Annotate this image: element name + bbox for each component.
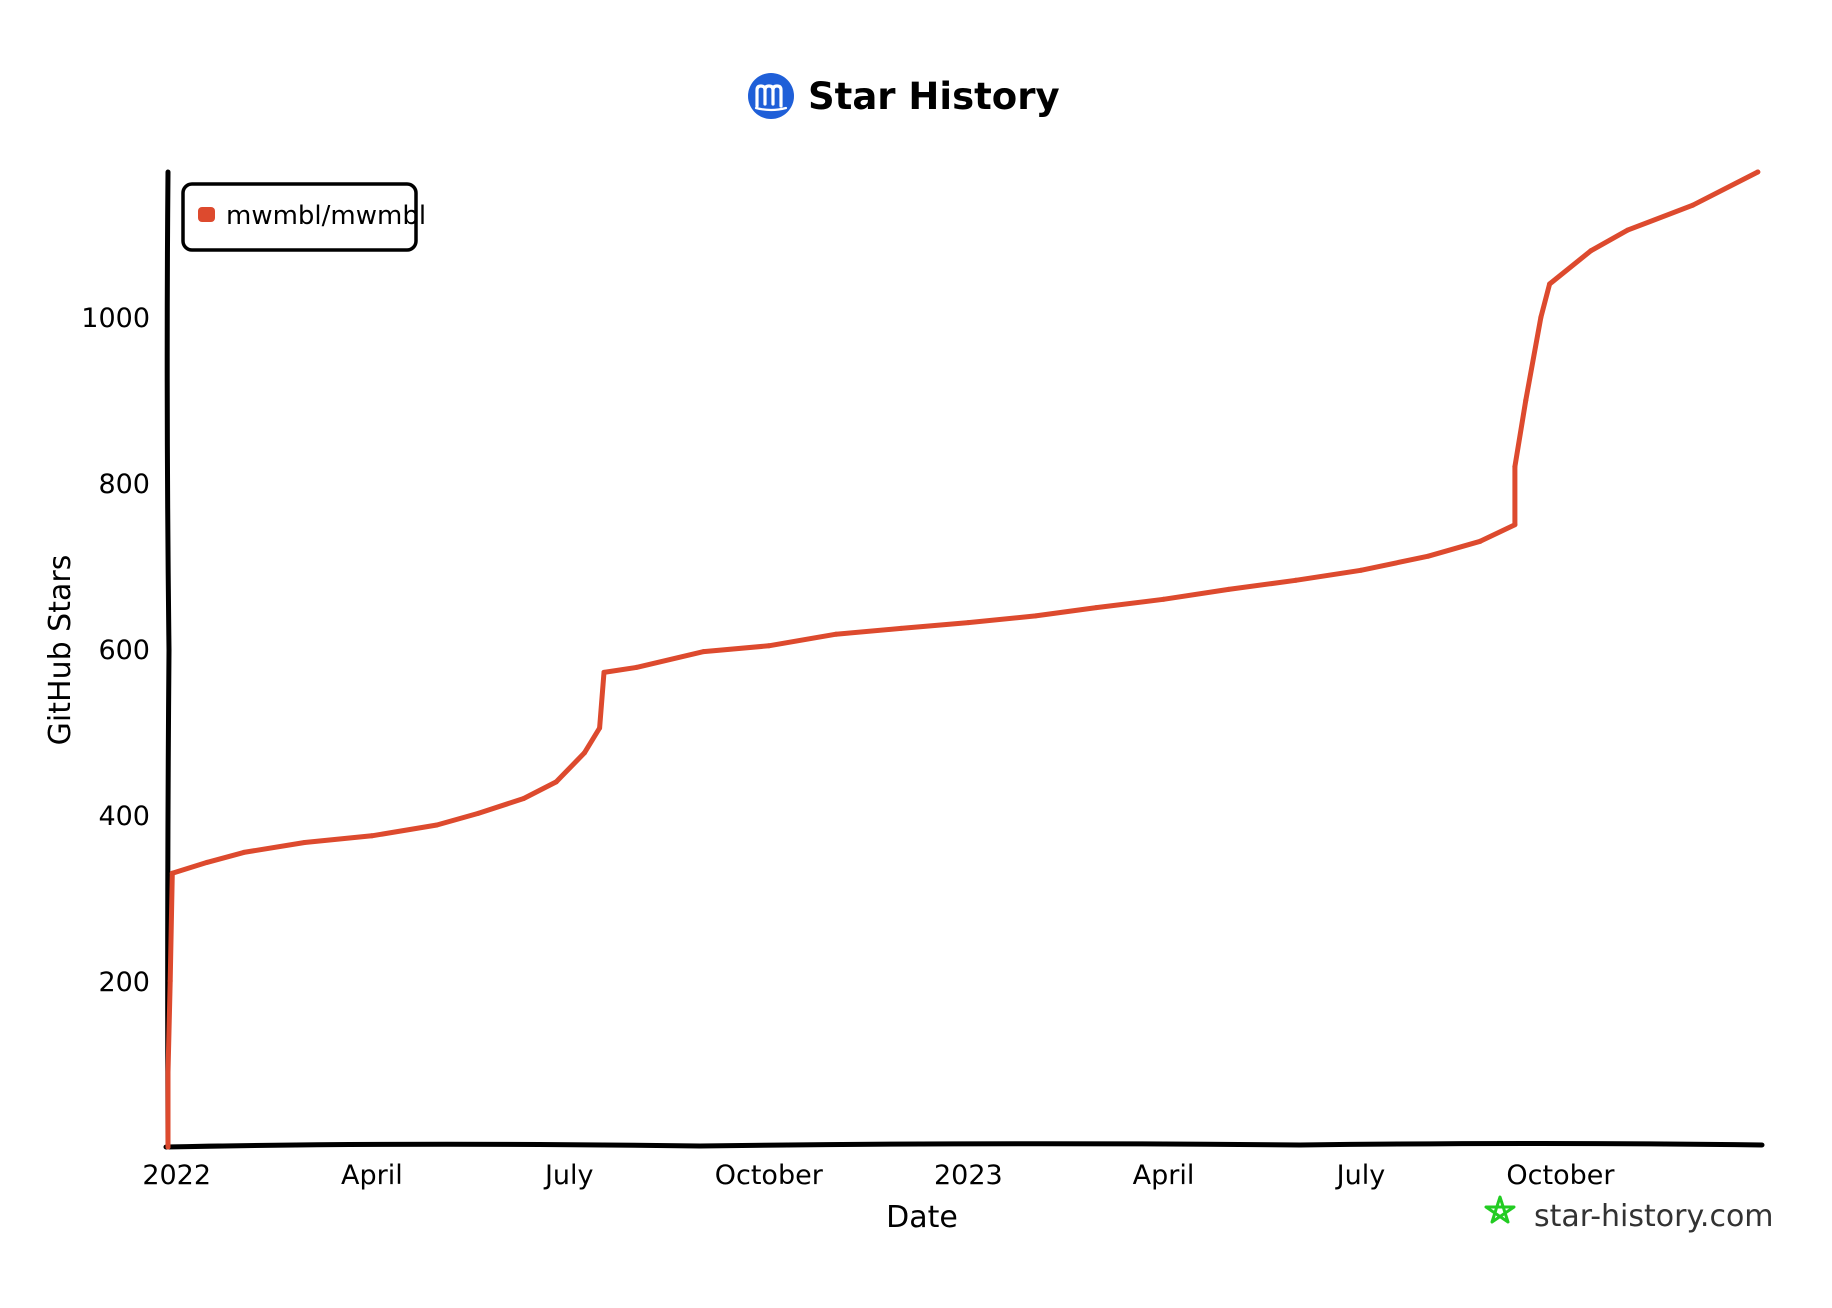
chart-header: Star History: [748, 73, 1060, 119]
legend-box: [181, 182, 418, 252]
series-line: [165, 169, 1761, 1150]
data-point: [1226, 586, 1232, 592]
x-axis-title: Date: [886, 1200, 958, 1235]
x-tick-labels: 2022 April July October 2023 April July October: [142, 1160, 1615, 1191]
data-point: [581, 750, 587, 756]
data-point: [1477, 538, 1483, 544]
data-point: [369, 833, 375, 839]
data-point: [965, 620, 971, 626]
data-point: [898, 625, 904, 631]
data-point: [165, 1069, 171, 1075]
data-point: [1538, 314, 1544, 320]
data-point: [1512, 522, 1518, 528]
data-point: [1547, 281, 1553, 287]
data-point: [634, 664, 639, 670]
data-point: [1093, 605, 1099, 611]
legend: mwmbl/mwmbl: [181, 182, 426, 252]
data-point: [553, 779, 559, 785]
data-point: [302, 840, 308, 845]
x-tick-label: July: [1335, 1160, 1386, 1191]
y-tick-label: 1000: [81, 303, 150, 334]
data-point: [1512, 464, 1518, 470]
x-tick-label: April: [341, 1160, 403, 1191]
data-point: [1425, 553, 1431, 559]
data-point: [165, 1144, 171, 1150]
data-point: [1358, 567, 1364, 573]
data-point: [241, 849, 247, 855]
x-tick-label: October: [715, 1160, 824, 1191]
y-tick-label: 200: [98, 967, 150, 998]
data-point: [701, 649, 707, 655]
watermark-text[interactable]: star-history.com: [1534, 1199, 1774, 1234]
x-tick-label: April: [1133, 1160, 1195, 1191]
x-tick-label: October: [1506, 1160, 1615, 1191]
star-icon: [1484, 1195, 1516, 1224]
data-point: [204, 859, 210, 865]
data-point: [434, 822, 440, 828]
data-point: [766, 643, 772, 649]
data-point: [169, 870, 175, 876]
chart-title: Star History: [808, 75, 1060, 118]
data-point: [1690, 202, 1696, 208]
data-point: [521, 796, 527, 801]
data-point: [1161, 596, 1166, 602]
data-point: [1033, 613, 1039, 619]
data-point: [1523, 397, 1529, 403]
data-point: [1755, 169, 1761, 175]
data-point: [601, 669, 607, 675]
y-tick-label: 400: [98, 801, 150, 832]
series-group: [165, 169, 1761, 1150]
watermark[interactable]: star-history.com: [1484, 1195, 1774, 1234]
star-history-logo-icon: [748, 73, 794, 119]
legend-series-label: mwmbl/mwmbl: [226, 201, 426, 231]
x-tick-label: 2022: [142, 1160, 211, 1191]
data-point: [1588, 248, 1594, 254]
legend-swatch: [198, 207, 215, 222]
x-tick-label: July: [543, 1160, 594, 1191]
data-point: [597, 725, 603, 731]
data-point: [833, 631, 839, 637]
x-axis: [163, 1141, 1765, 1150]
y-tick-labels: 200 400 600 800 1000: [81, 303, 150, 998]
y-tick-label: 800: [98, 469, 150, 500]
y-tick-label: 600: [98, 635, 150, 666]
data-point: [167, 978, 173, 984]
data-point: [1625, 227, 1631, 233]
data-point: [1293, 577, 1299, 583]
data-point: [475, 810, 481, 816]
x-tick-label: 2023: [934, 1160, 1003, 1191]
y-axis-title: GitHub Stars: [43, 555, 78, 746]
